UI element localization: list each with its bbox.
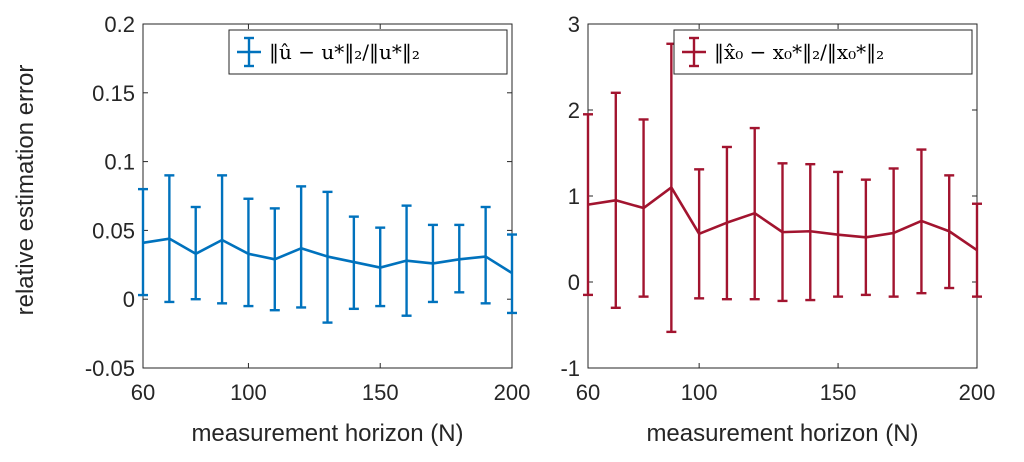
error-bar	[296, 185, 307, 309]
x-tick-label: 150	[820, 380, 857, 405]
x-tick-label: 100	[681, 380, 718, 405]
error-bar	[610, 91, 621, 309]
y-tick-label: 0.05	[92, 218, 135, 243]
legend-label: ‖x̂₀ − x₀*‖₂/‖x₀*‖₂	[714, 40, 884, 65]
error-bar	[916, 148, 927, 295]
series-0	[583, 42, 982, 334]
error-bar	[138, 187, 148, 297]
x-tick-label: 200	[494, 380, 531, 405]
legend-box	[673, 29, 973, 75]
error-bar	[694, 168, 705, 300]
error-bar	[164, 174, 175, 304]
y-tick-label: 3	[568, 12, 580, 37]
error-bar	[972, 202, 982, 298]
error-bar	[401, 204, 412, 317]
y-tick-label: -0.05	[85, 356, 135, 381]
y-tick-label: 0.1	[104, 150, 135, 175]
x-axis-label: measurement horizon (N)	[646, 420, 918, 447]
right-chart-panel: -1 0 1 2 3 60 100 150 200 measurement horizon (N)…	[560, 12, 995, 447]
error-bar	[217, 174, 228, 305]
error-bar	[480, 205, 491, 305]
error-bar	[243, 197, 254, 308]
legend-label: ‖û − u*‖₂/‖u*‖₂	[269, 40, 420, 65]
error-bar	[427, 223, 438, 304]
legend-box	[228, 29, 508, 75]
error-bar	[322, 190, 333, 324]
error-bar	[721, 145, 732, 301]
y-tick-label: 0.15	[92, 81, 135, 106]
error-bar	[269, 207, 280, 312]
y-tick-label: 1	[568, 184, 580, 209]
error-bar	[777, 162, 788, 303]
x-axis-label: measurement horizon (N)	[191, 420, 463, 447]
error-bar	[348, 215, 359, 311]
y-tick-label: 0.2	[104, 12, 135, 37]
error-bar	[888, 167, 899, 298]
error-bar	[583, 113, 593, 297]
y-tick-label: 0	[123, 287, 135, 312]
x-tick-label: 200	[959, 380, 996, 405]
error-bar	[375, 226, 386, 308]
error-bar	[507, 233, 517, 315]
x-tick-label: 100	[230, 380, 267, 405]
y-axis-label: relative estimation error	[12, 65, 39, 316]
error-bar	[860, 178, 871, 297]
error-bar	[805, 162, 816, 302]
x-tick-label: 60	[131, 380, 155, 405]
left-chart-panel: -0.05 0 0.05 0.1 0.15 0.2 60 100 150 200 measureme…	[12, 12, 530, 447]
error-bar	[749, 126, 760, 301]
error-bar	[190, 205, 201, 301]
error-bar	[833, 170, 844, 298]
error-bar	[944, 174, 955, 290]
y-tick-label: 0	[568, 270, 580, 295]
x-tick-label: 60	[576, 380, 600, 405]
x-tick-label: 150	[362, 380, 399, 405]
error-bar	[666, 42, 677, 334]
y-tick-label: -1	[560, 356, 580, 381]
legend: ‖û − u*‖₂/‖u*‖₂	[228, 29, 508, 75]
y-tick-label: 2	[568, 98, 580, 123]
series-0	[138, 174, 517, 324]
error-bar	[638, 118, 649, 298]
error-bar	[454, 223, 465, 294]
legend: ‖x̂₀ − x₀*‖₂/‖x₀*‖₂	[673, 29, 973, 75]
